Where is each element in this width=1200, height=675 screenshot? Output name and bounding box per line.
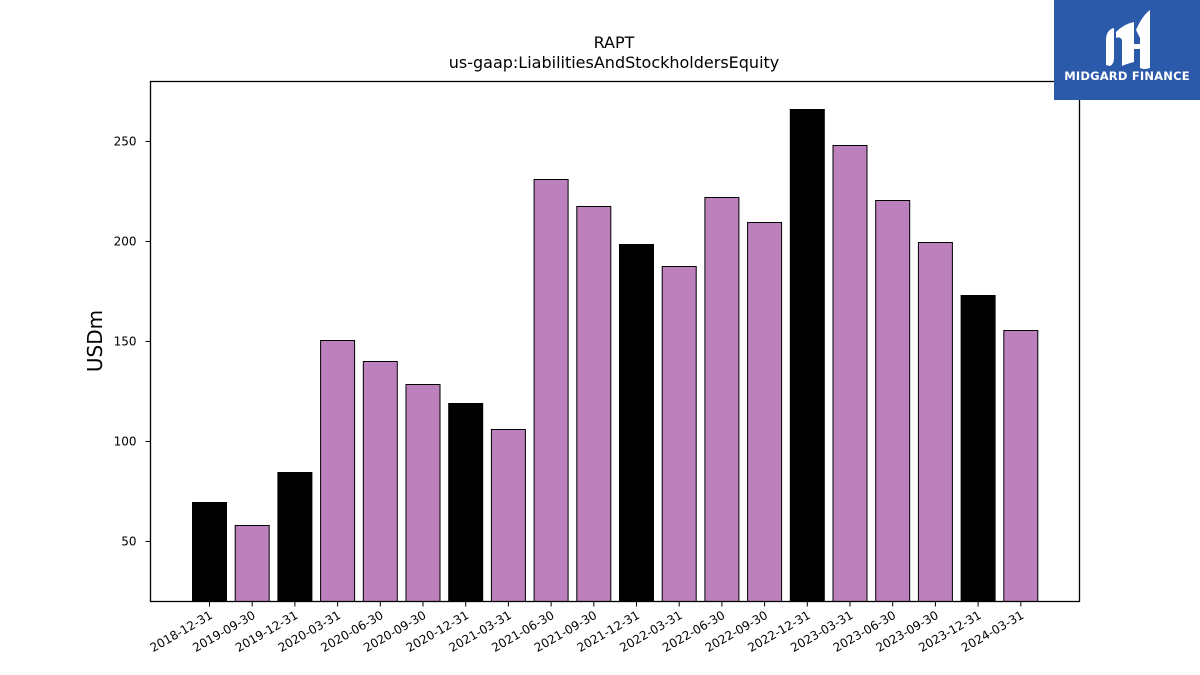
brand-logo: MIDGARD FINANCE xyxy=(1054,0,1200,100)
chart-title: RAPT xyxy=(594,33,635,52)
bar-2023-09-30 xyxy=(917,242,953,602)
bars-layer xyxy=(192,109,1039,602)
plot-area-frame xyxy=(149,80,1081,603)
y-axis-label: USDm xyxy=(83,310,107,372)
bar-2022-09-30 xyxy=(747,222,783,602)
bar-2021-09-30 xyxy=(576,206,612,602)
bar-2021-12-31 xyxy=(619,244,654,602)
bar-2024-03-31 xyxy=(1003,330,1039,602)
bar-2020-09-30 xyxy=(405,384,441,602)
bar-2022-06-30 xyxy=(704,197,740,602)
y-tick-label: 250 xyxy=(114,135,137,149)
bar-2021-03-31 xyxy=(490,429,526,602)
y-tick-label: 100 xyxy=(114,435,137,449)
bar-2019-09-30 xyxy=(234,525,270,602)
bar-2022-03-31 xyxy=(661,266,697,602)
bar-2023-06-30 xyxy=(875,200,911,602)
bar-2019-12-31 xyxy=(277,472,313,602)
chart-subtitle: us-gaap:LiabilitiesAndStockholdersEquity xyxy=(449,53,780,72)
bar-2020-12-31 xyxy=(448,403,484,602)
midgard-logo-icon xyxy=(1106,10,1150,69)
bar-2018-12-31 xyxy=(192,502,227,602)
bar-2023-12-31 xyxy=(960,295,996,602)
bar-2022-12-31 xyxy=(789,109,825,602)
brand-name: MIDGARD FINANCE xyxy=(1064,69,1190,83)
bar-2023-03-31 xyxy=(832,145,868,602)
y-tick-label: 150 xyxy=(114,335,137,349)
bar-2020-03-31 xyxy=(320,340,356,602)
bar-2020-06-30 xyxy=(362,361,398,602)
bar-2021-06-30 xyxy=(533,179,569,602)
y-tick-label: 200 xyxy=(114,235,137,249)
y-tick-label: 50 xyxy=(121,535,136,549)
